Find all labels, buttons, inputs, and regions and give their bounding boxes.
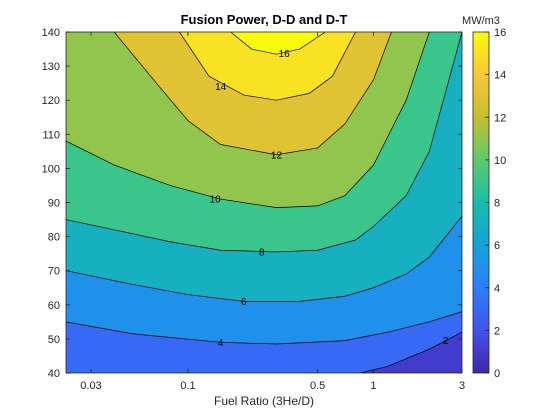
y-tick-label: 130	[42, 61, 60, 73]
chart-title: Fusion Power, D-D and D-T	[181, 12, 348, 27]
colorbar-tick-label: 14	[494, 70, 506, 82]
contour-label-16: 16	[279, 49, 291, 60]
colorbar-tick-label: 12	[494, 112, 506, 124]
contour-labels: 2 4 6 8 10 12 14 16	[210, 49, 449, 349]
colorbar-tick-label: 2	[494, 325, 500, 337]
y-tick-label: 80	[48, 232, 60, 244]
contour-label-14: 14	[215, 82, 227, 93]
y-tick-label: 40	[48, 368, 60, 380]
y-tick-label: 70	[48, 266, 60, 278]
x-tick-label: 0.5	[310, 380, 325, 392]
contour-label-8: 8	[259, 247, 265, 258]
colorbar-tick-label: 8	[494, 198, 500, 210]
colorbar-tick-label: 6	[494, 240, 500, 252]
plot-area	[66, 32, 462, 373]
y-tick-label: 60	[48, 300, 60, 312]
contour-line-10	[66, 32, 430, 208]
x-tick-label: 1	[370, 380, 376, 392]
contour-label-12: 12	[271, 150, 283, 161]
x-axis: 0.03 0.1 0.5 1 3	[80, 32, 465, 392]
contour-line-6	[66, 215, 462, 302]
contour-lines	[66, 32, 462, 373]
contour-label-10: 10	[210, 195, 222, 206]
band-14-16	[179, 32, 356, 101]
y-tick-label: 110	[42, 129, 60, 141]
contour-label-6: 6	[241, 297, 247, 308]
contour-line-8	[66, 32, 462, 253]
y-tick-label: 90	[48, 198, 60, 210]
colorbar-ticks: 0 2 4 6 8 10 12 14 16	[485, 27, 506, 380]
colorbar-tick-label: 4	[494, 283, 500, 295]
colorbar: 0 2 4 6 8 10 12 14 16 MW/m3	[462, 15, 506, 380]
colorbar-tick-label: 0	[494, 368, 500, 380]
contour-line-12	[113, 32, 392, 156]
colorbar-label: MW/m3	[462, 15, 500, 27]
colorbar-tick-label: 16	[494, 27, 506, 39]
contour-line-16	[230, 32, 326, 55]
y-tick-label: 100	[42, 163, 60, 175]
y-tick-label: 120	[42, 95, 60, 107]
y-tick-label: 50	[48, 334, 60, 346]
x-axis-label: Fuel Ratio (3He/D)	[214, 394, 314, 408]
contour-line-4	[66, 311, 462, 345]
band-16-plus	[230, 32, 326, 55]
contour-fills	[66, 32, 462, 373]
contour-label-4: 4	[218, 338, 224, 349]
x-tick-label: 0.03	[80, 380, 101, 392]
contour-line-14	[179, 32, 356, 101]
x-tick-label: 0.1	[180, 380, 195, 392]
y-tick-label: 140	[42, 27, 60, 39]
contour-line-2	[360, 331, 462, 373]
contour-label-2: 2	[443, 336, 449, 347]
y-axis: 40 50 60 70 80 90 100 110 120 130 140	[42, 27, 462, 380]
colorbar-tick-label: 10	[494, 155, 506, 167]
x-tick-label: 3	[459, 380, 465, 392]
